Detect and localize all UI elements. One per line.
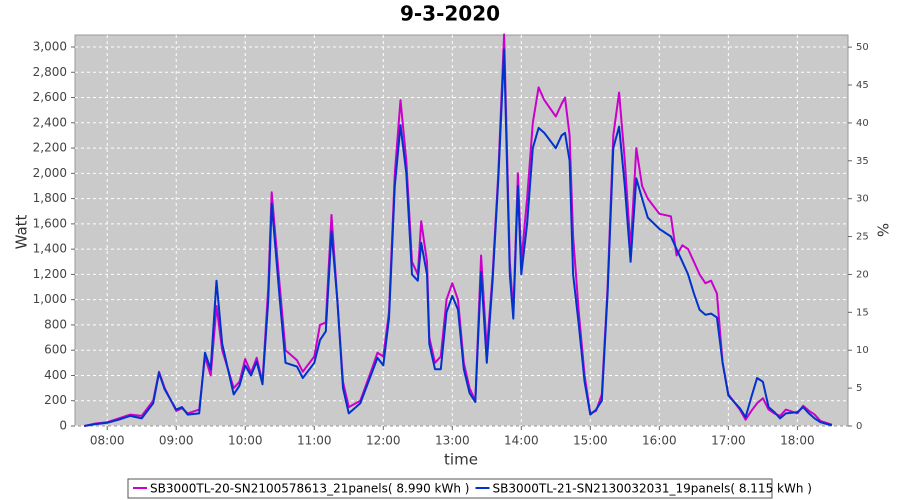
y2-axis-label: % (874, 223, 892, 237)
legend (127, 478, 773, 499)
x-tick-label: 15:00 (573, 434, 608, 448)
y2-tick-label: 20 (856, 269, 869, 280)
x-tick-label: 18:00 (780, 434, 815, 448)
y-tick-label: 1,400 (33, 242, 67, 256)
x-tick-label: 12:00 (366, 434, 401, 448)
y-tick-label: 1,800 (33, 191, 67, 205)
y-tick-label: 1,600 (33, 216, 67, 230)
y-axis-label: Watt (13, 214, 31, 249)
y2-tick-label: 35 (856, 156, 869, 167)
x-tick-label: 17:00 (711, 434, 746, 448)
legend-label: SB3000TL-20-SN2100578613_21panels( 8.990… (150, 482, 469, 496)
x-tick-label: 08:00 (90, 434, 125, 448)
y-tick-label: 2,600 (33, 90, 67, 104)
y2-tick-label: 45 (856, 80, 869, 91)
chart-title: 9-3-2020 (400, 2, 500, 26)
y2-tick-label: 30 (856, 194, 869, 205)
y2-tick-label: 10 (856, 345, 869, 356)
x-tick-label: 14:00 (504, 434, 539, 448)
y2-tick-label: 5 (856, 383, 862, 394)
y-tick-label: 2,400 (33, 115, 67, 129)
y2-tick-label: 50 (856, 42, 869, 53)
y2-tick-label: 40 (856, 118, 869, 129)
x-tick-label: 09:00 (159, 434, 194, 448)
x-axis-label: time (444, 451, 478, 469)
y-tick-label: 2,000 (33, 166, 67, 180)
x-tick-label: 13:00 (435, 434, 470, 448)
y2-tick-label: 15 (856, 307, 869, 318)
y-tick-label: 200 (44, 393, 67, 407)
x-tick-label: 16:00 (642, 434, 677, 448)
y-tick-label: 1,000 (33, 292, 67, 306)
y-tick-label: 2,800 (33, 65, 67, 79)
y2-tick-label: 25 (856, 232, 869, 243)
legend-label: SB3000TL-21-SN2130032031_19panels( 8.115… (492, 482, 811, 496)
y-tick-label: 600 (44, 343, 67, 357)
series-line (84, 48, 833, 427)
plot-area (74, 34, 849, 427)
y-tick-label: 800 (44, 317, 67, 331)
x-tick-label: 11:00 (297, 434, 332, 448)
y-tick-label: 1,200 (33, 267, 67, 281)
y2-tick-label: 0 (856, 421, 862, 432)
y-tick-label: 3,000 (33, 40, 67, 54)
y-tick-label: 2,200 (33, 141, 67, 155)
series-line (83, 33, 833, 427)
y-tick-label: 400 (44, 368, 67, 382)
x-tick-label: 10:00 (228, 434, 263, 448)
y-tick-label: 0 (59, 419, 67, 433)
